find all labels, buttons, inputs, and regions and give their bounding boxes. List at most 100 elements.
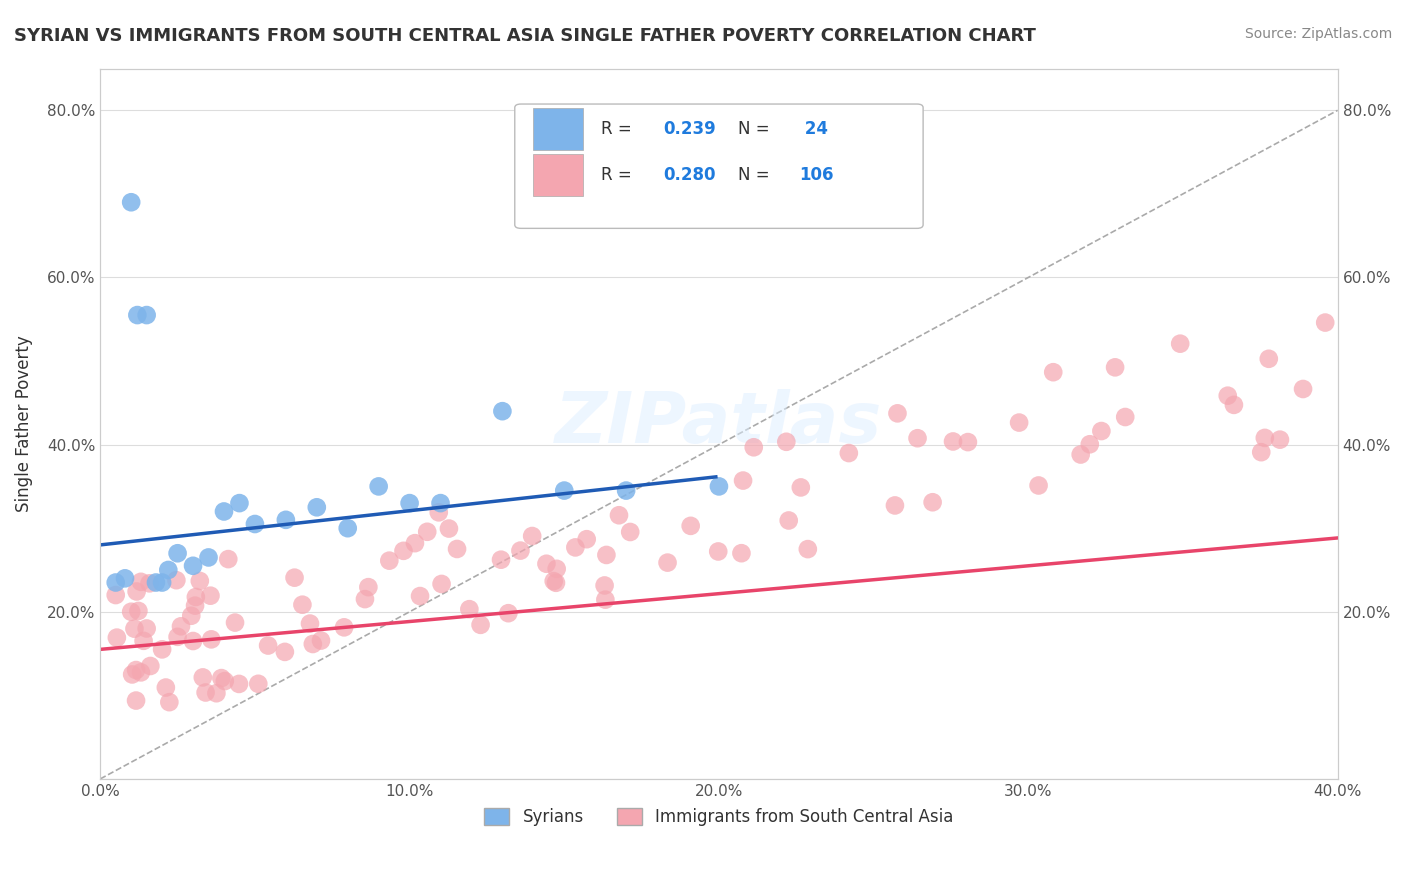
Point [125, 584, 148, 599]
Point [274, 645, 297, 659]
Point [427, 505, 450, 519]
Point [446, 541, 468, 556]
Point [157, 563, 180, 577]
Point [398, 496, 420, 510]
Point [1070, 448, 1092, 462]
Y-axis label: Single Father Poverty: Single Father Poverty [15, 335, 32, 512]
Point [1315, 316, 1337, 330]
Point [657, 556, 679, 570]
Text: N =: N = [738, 120, 769, 138]
Point [679, 519, 702, 533]
Point [155, 681, 177, 695]
Point [1114, 410, 1136, 425]
Point [247, 677, 270, 691]
FancyBboxPatch shape [533, 108, 583, 150]
Point [409, 589, 432, 603]
Point [1250, 445, 1272, 459]
Point [1223, 398, 1246, 412]
Point [775, 434, 797, 449]
Point [1078, 437, 1101, 451]
Point [354, 592, 377, 607]
Text: 106: 106 [800, 166, 834, 184]
Point [336, 521, 359, 535]
Point [884, 499, 907, 513]
Point [257, 639, 280, 653]
Legend: Syrians, Immigrants from South Central Asia: Syrians, Immigrants from South Central A… [475, 800, 962, 835]
Point [564, 541, 586, 555]
Point [209, 671, 232, 685]
Point [180, 608, 202, 623]
Point [546, 562, 568, 576]
Point [498, 606, 520, 620]
Point [886, 406, 908, 420]
Text: N =: N = [738, 166, 769, 184]
Point [120, 195, 142, 210]
Point [228, 677, 250, 691]
Point [127, 308, 149, 322]
Point [217, 552, 239, 566]
Point [730, 546, 752, 560]
Text: Source: ZipAtlas.com: Source: ZipAtlas.com [1244, 27, 1392, 41]
Text: R =: R = [602, 120, 637, 138]
Point [1168, 336, 1191, 351]
Text: R =: R = [602, 166, 637, 184]
Point [243, 516, 266, 531]
Point [125, 663, 148, 677]
Point [124, 622, 146, 636]
Point [150, 642, 173, 657]
Point [357, 580, 380, 594]
FancyBboxPatch shape [533, 153, 583, 196]
Text: SYRIAN VS IMMIGRANTS FROM SOUTH CENTRAL ASIA SINGLE FATHER POVERTY CORRELATION C: SYRIAN VS IMMIGRANTS FROM SOUTH CENTRAL … [14, 27, 1036, 45]
Point [536, 557, 558, 571]
Point [166, 630, 188, 644]
Point [1268, 433, 1291, 447]
Point [165, 573, 187, 587]
FancyBboxPatch shape [515, 104, 924, 228]
Point [157, 695, 180, 709]
Point [1216, 389, 1239, 403]
Point [170, 619, 193, 633]
Point [205, 686, 228, 700]
Point [1340, 423, 1362, 437]
Point [437, 522, 460, 536]
Point [191, 670, 214, 684]
Point [593, 578, 616, 592]
Point [392, 544, 415, 558]
Point [607, 508, 630, 523]
Point [135, 622, 157, 636]
Point [104, 588, 127, 602]
Point [838, 446, 860, 460]
Point [544, 575, 567, 590]
Point [274, 513, 297, 527]
Point [491, 404, 513, 418]
Point [458, 602, 481, 616]
Point [125, 693, 148, 707]
Point [138, 576, 160, 591]
Point [181, 634, 204, 648]
Point [1254, 431, 1277, 445]
Point [1343, 384, 1365, 398]
Point [184, 590, 207, 604]
Point [283, 571, 305, 585]
Point [790, 480, 813, 494]
Point [742, 440, 765, 454]
Point [797, 542, 820, 557]
Point [575, 532, 598, 546]
Point [731, 474, 754, 488]
Text: ZIPatlas: ZIPatlas [555, 389, 883, 458]
Text: 0.280: 0.280 [664, 166, 716, 184]
Point [595, 592, 617, 607]
Text: 0.239: 0.239 [664, 120, 716, 138]
Point [553, 483, 575, 498]
Point [378, 554, 401, 568]
Point [129, 574, 152, 589]
Point [184, 599, 207, 613]
Point [416, 524, 439, 539]
Point [1347, 403, 1369, 417]
Point [114, 571, 136, 585]
Point [430, 577, 453, 591]
Point [1104, 360, 1126, 375]
Point [200, 589, 222, 603]
Point [1257, 351, 1279, 366]
Point [139, 659, 162, 673]
